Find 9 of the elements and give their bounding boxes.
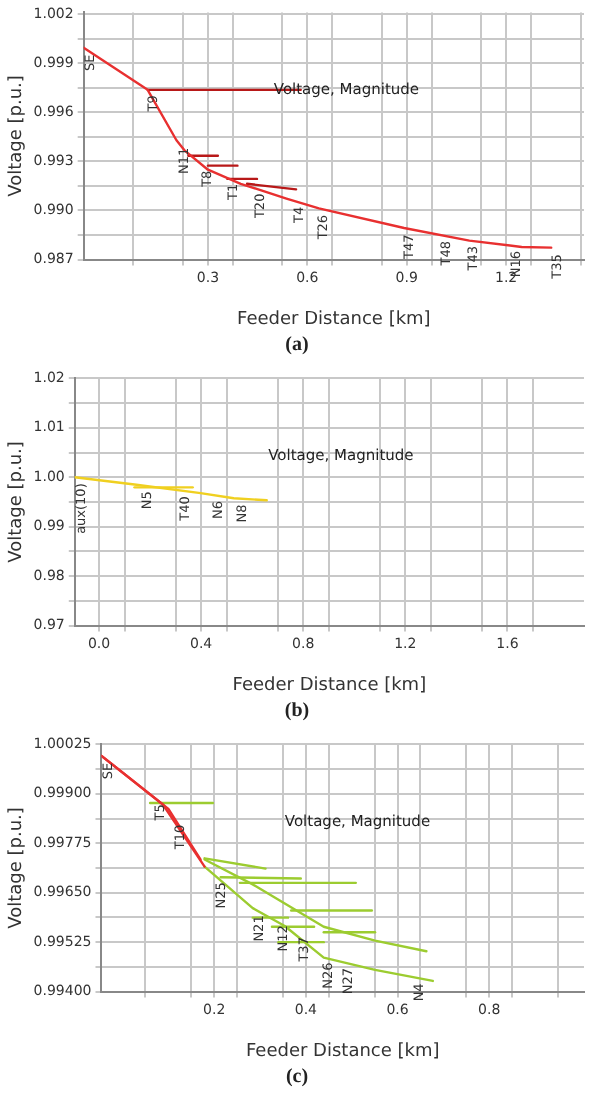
- text: (c): [283, 1066, 311, 1088]
- text: (a): [283, 334, 311, 356]
- text: (b): [282, 700, 312, 722]
- x-axis-title: Feeder Distance [km]: [232, 675, 427, 696]
- x-axis-title: Feeder Distance [km]: [245, 1041, 440, 1062]
- y-axis-title: Voltage [p.u.]: [7, 807, 28, 929]
- y-axis-title: Voltage [p.u.]: [7, 441, 28, 563]
- y-axis-title: Voltage [p.u.]: [7, 75, 28, 197]
- x-axis-title: Feeder Distance [km]: [237, 309, 431, 330]
